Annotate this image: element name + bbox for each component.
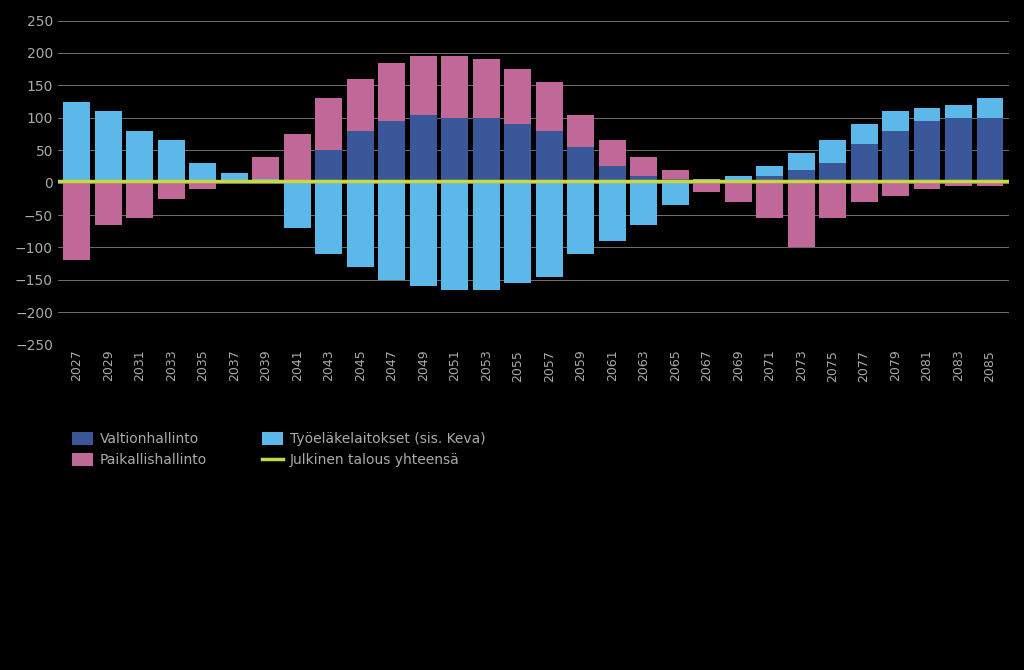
Bar [441, 118, 468, 183]
Bar [284, 134, 310, 183]
Bar [95, 183, 122, 225]
Bar [599, 141, 626, 183]
Bar [284, 183, 310, 228]
Bar [410, 115, 436, 183]
Bar [536, 183, 562, 277]
Bar [473, 118, 500, 183]
Bar [315, 98, 342, 183]
Bar [189, 163, 216, 183]
Bar [126, 183, 154, 218]
Bar [662, 170, 688, 183]
Bar [221, 173, 248, 183]
Bar [536, 82, 562, 183]
Bar [252, 180, 280, 183]
Bar [725, 183, 752, 202]
Bar [473, 60, 500, 183]
Bar [757, 176, 783, 183]
Bar [95, 111, 122, 183]
Bar [631, 176, 657, 183]
Bar [378, 183, 406, 280]
Bar [536, 131, 562, 183]
Bar [662, 180, 688, 183]
Bar [977, 118, 1004, 183]
Bar [599, 183, 626, 241]
Bar [126, 131, 154, 183]
Bar [63, 102, 90, 183]
Bar [631, 157, 657, 183]
Bar [787, 170, 814, 183]
Bar [252, 157, 280, 183]
Bar [945, 183, 972, 186]
Bar [945, 118, 972, 183]
Bar [787, 153, 814, 183]
Bar [347, 79, 374, 183]
Bar [851, 124, 878, 183]
Bar [410, 183, 436, 286]
Bar [504, 183, 531, 283]
Bar [883, 183, 909, 196]
Bar [158, 183, 184, 199]
Bar [787, 183, 814, 247]
Bar [158, 141, 184, 183]
Bar [410, 56, 436, 183]
Bar [913, 183, 940, 189]
Bar [851, 144, 878, 183]
Bar [315, 150, 342, 183]
Bar [977, 98, 1004, 183]
Bar [757, 183, 783, 218]
Bar [567, 183, 594, 254]
Bar [757, 166, 783, 183]
Legend: Valtionhallinto, Paikallishallinto, Työeläkelaitokset (sis. Keva), Julkinen talo: Valtionhallinto, Paikallishallinto, Työe… [65, 425, 493, 474]
Bar [347, 131, 374, 183]
Bar [567, 115, 594, 183]
Bar [599, 166, 626, 183]
Bar [693, 180, 720, 183]
Bar [819, 163, 846, 183]
Bar [378, 63, 406, 183]
Bar [693, 183, 720, 192]
Bar [504, 69, 531, 183]
Bar [189, 183, 216, 189]
Bar [631, 183, 657, 225]
Bar [63, 183, 90, 261]
Bar [725, 176, 752, 183]
Bar [315, 183, 342, 254]
Bar [977, 183, 1004, 186]
Bar [945, 105, 972, 183]
Bar [378, 121, 406, 183]
Bar [473, 183, 500, 289]
Bar [347, 183, 374, 267]
Bar [913, 108, 940, 183]
Bar [883, 111, 909, 183]
Bar [662, 183, 688, 205]
Bar [567, 147, 594, 183]
Bar [851, 183, 878, 202]
Bar [819, 183, 846, 218]
Bar [441, 56, 468, 183]
Bar [913, 121, 940, 183]
Bar [883, 131, 909, 183]
Bar [441, 183, 468, 289]
Bar [504, 124, 531, 183]
Bar [819, 141, 846, 183]
